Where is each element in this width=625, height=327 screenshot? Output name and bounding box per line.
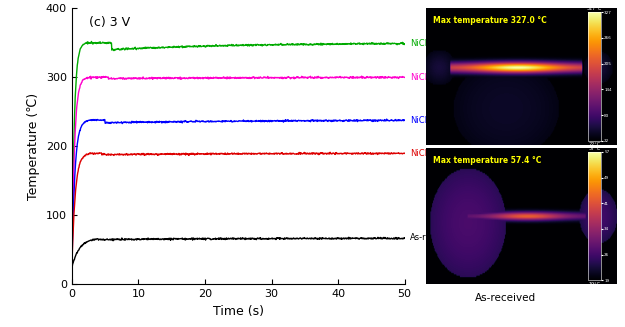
X-axis label: Time (s): Time (s)	[213, 305, 264, 318]
Text: (c) 3 V: (c) 3 V	[89, 16, 129, 29]
Y-axis label: Temperature (℃): Temperature (℃)	[28, 93, 41, 200]
Text: NiCF-30: NiCF-30	[410, 39, 443, 48]
Text: As-received: As-received	[410, 233, 459, 242]
Text: As-received: As-received	[475, 293, 536, 303]
Text: Max temperature 57.4 °C: Max temperature 57.4 °C	[433, 156, 541, 165]
Text: NiCF-5: NiCF-5	[410, 149, 437, 158]
Text: NiCF-20: NiCF-20	[410, 73, 443, 82]
Text: Max temperature 327.0 °C: Max temperature 327.0 °C	[433, 16, 547, 26]
Text: NiCF-10: NiCF-10	[410, 116, 443, 125]
Text: NiCF-30: NiCF-30	[485, 150, 526, 161]
